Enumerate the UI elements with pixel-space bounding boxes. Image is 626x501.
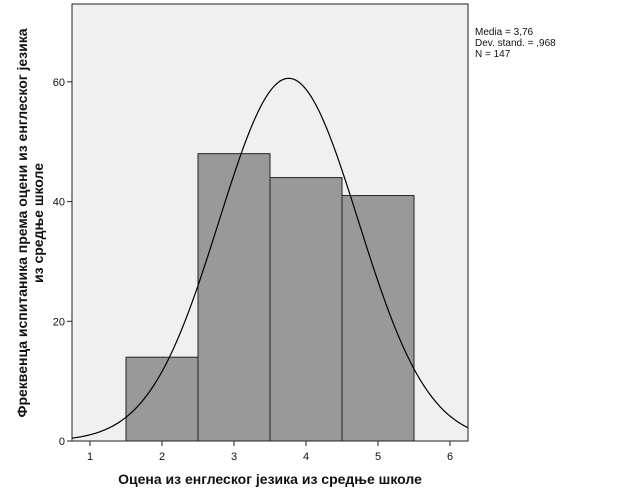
histogram-bar-5 <box>341 195 415 442</box>
statistics-count: N = 147 <box>475 49 511 60</box>
statistics-box: Media = 3,76 Dev. stand. = ,968 N = 147 <box>475 27 556 60</box>
y-tick-label-20: 20 <box>53 316 65 328</box>
y-tick-label-0: 0 <box>59 436 65 448</box>
axes-layer: 1 2 3 4 5 6 0 20 40 60 <box>53 3 469 463</box>
histogram-bar-4 <box>269 177 343 442</box>
y-axis-title-line-2: из средње школе <box>30 163 46 283</box>
x-axis-ticks: 1 2 3 4 5 6 <box>87 441 453 463</box>
histogram-bar-3 <box>197 153 271 442</box>
x-axis-title: Оцена из енглеског језика из средње школ… <box>118 471 422 487</box>
y-tick-label-40: 40 <box>53 197 65 209</box>
statistics-standard-deviation: Dev. stand. = ,968 <box>475 38 556 49</box>
x-tick-label-3: 3 <box>231 451 237 463</box>
x-tick-label-1: 1 <box>87 451 93 463</box>
normal-curve <box>71 77 469 439</box>
statistics-mean: Media = 3,76 <box>475 27 534 38</box>
y-tick-label-60: 60 <box>53 77 65 89</box>
x-tick-label-5: 5 <box>375 451 381 463</box>
x-tick-label-6: 6 <box>447 451 453 463</box>
x-tick-label-2: 2 <box>159 451 165 463</box>
bars-layer <box>125 153 415 442</box>
y-axis-title-line-1: Фреквенца испитаника према оцени из енгл… <box>14 28 30 417</box>
histogram-bar-2 <box>125 356 199 442</box>
y-axis-ticks: 0 20 40 60 <box>53 77 72 448</box>
y-axis-title: Фреквенца испитаника према оцени из енгл… <box>14 28 46 417</box>
x-tick-label-4: 4 <box>303 451 309 463</box>
